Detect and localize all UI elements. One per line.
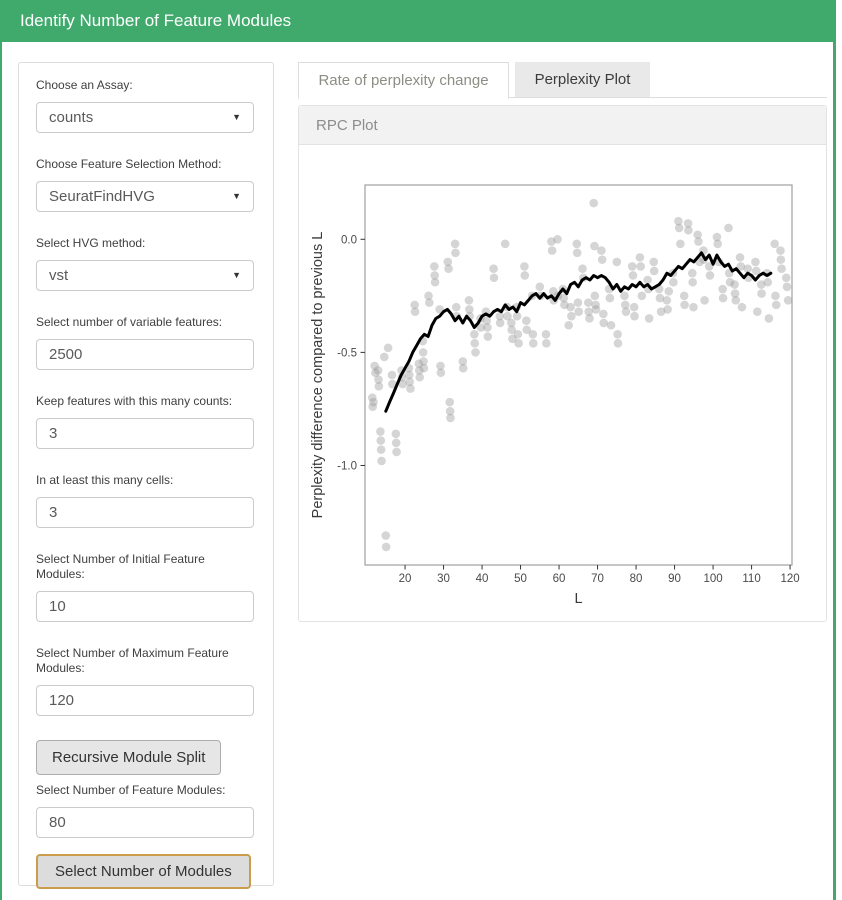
- svg-text:0.0: 0.0: [341, 234, 357, 246]
- svg-text:-1.0: -1.0: [337, 460, 357, 472]
- assay-select[interactable]: counts ▼: [36, 102, 254, 133]
- tab-rate-of-perplexity-change[interactable]: Rate of perplexity change: [298, 62, 509, 99]
- feature-modules-input[interactable]: [36, 807, 254, 838]
- main-content: Rate of perplexity change Perplexity Plo…: [298, 62, 827, 622]
- caret-down-icon: ▼: [232, 191, 241, 201]
- rpc-plot-box: RPC Plot 20 30 40 50 60 70 80 90 100 110 120 0.0 -0.…: [298, 105, 827, 622]
- feature-modules-label: Select Number of Feature Modules:: [36, 783, 226, 797]
- svg-text:Perplexity difference compared: Perplexity difference compared to previo…: [310, 232, 326, 519]
- min-cells-label: In at least this many cells:: [36, 473, 174, 487]
- hvg-method-select-value: vst: [49, 267, 69, 284]
- feature-selection-select[interactable]: SeuratFindHVG ▼: [36, 181, 254, 212]
- rpc-plot-svg: 20 30 40 50 60 70 80 90 100 110 120 0.0 -0.5 -1.0 L Per…: [310, 184, 800, 607]
- caret-down-icon: ▼: [232, 112, 241, 122]
- max-modules-label: Select Number of Maximum Feature Modules…: [36, 646, 229, 675]
- tab-perplexity-plot[interactable]: Perplexity Plot: [515, 62, 650, 97]
- min-counts-input[interactable]: [36, 418, 254, 449]
- hvg-method-select[interactable]: vst ▼: [36, 260, 254, 291]
- svg-text:40: 40: [476, 573, 489, 585]
- rpc-plot-box-title: RPC Plot: [299, 106, 826, 145]
- min-cells-input[interactable]: [36, 497, 254, 528]
- feature-selection-label: Choose Feature Selection Method:: [36, 157, 222, 171]
- feature-selection-select-value: SeuratFindHVG: [49, 188, 155, 205]
- variable-features-label: Select number of variable features:: [36, 315, 223, 329]
- initial-modules-label: Select Number of Initial Feature Modules…: [36, 552, 205, 581]
- assay-select-value: counts: [49, 109, 94, 126]
- svg-text:110: 110: [742, 573, 760, 585]
- app-header: Identify Number of Feature Modules: [0, 0, 836, 42]
- svg-text:60: 60: [553, 573, 566, 585]
- variable-features-input[interactable]: [36, 339, 254, 370]
- recursive-module-split-button[interactable]: Recursive Module Split: [36, 740, 222, 775]
- svg-text:20: 20: [399, 573, 412, 585]
- assay-label: Choose an Assay:: [36, 78, 133, 92]
- initial-modules-input[interactable]: [36, 591, 254, 622]
- svg-text:70: 70: [591, 573, 604, 585]
- tab-bar: Rate of perplexity change Perplexity Plo…: [298, 62, 827, 99]
- select-number-of-modules-button[interactable]: Select Number of Modules: [36, 854, 251, 889]
- svg-text:100: 100: [703, 573, 722, 585]
- sidebar-panel: Choose an Assay: counts ▼ Choose Feature…: [18, 62, 274, 889]
- svg-text:-0.5: -0.5: [337, 347, 357, 359]
- svg-text:120: 120: [780, 573, 799, 585]
- hvg-method-label: Select HVG method:: [36, 236, 146, 250]
- page-title: Identify Number of Feature Modules: [20, 11, 292, 30]
- rpc-plot: 20 30 40 50 60 70 80 90 100 110 120 0.0 -0.5 -1.0 L Per…: [299, 145, 826, 620]
- min-counts-label: Keep features with this many counts:: [36, 394, 233, 408]
- caret-down-icon: ▼: [232, 270, 241, 280]
- svg-text:50: 50: [514, 573, 527, 585]
- svg-text:30: 30: [437, 573, 450, 585]
- max-modules-input[interactable]: [36, 685, 254, 716]
- svg-text:80: 80: [630, 573, 643, 585]
- svg-text:90: 90: [668, 573, 681, 585]
- svg-text:L: L: [574, 591, 582, 607]
